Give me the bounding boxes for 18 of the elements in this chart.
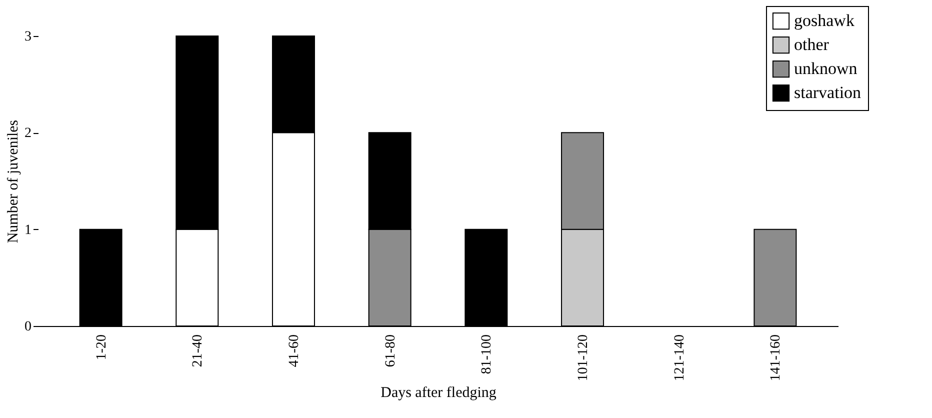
y-tick-label: 2 (24, 126, 32, 142)
x-tick-label: 101-120 (576, 334, 592, 382)
y-axis-title: Number of juveniles (6, 120, 22, 244)
y-tick-label: 1 (24, 222, 32, 238)
x-tick-label: 21-40 (190, 334, 206, 368)
x-axis-title: Days after fledging (380, 385, 497, 402)
x-tick-label: 81-100 (480, 334, 495, 374)
x-tick-label: 121-140 (672, 334, 688, 382)
legend-label: starvation (794, 83, 862, 102)
x-tick-label: 61-80 (383, 334, 398, 368)
x-tick-label: 141-160 (768, 334, 784, 382)
legend-label: goshawk (794, 11, 855, 30)
legend-label: other (794, 35, 830, 54)
y-tick-label: 3 (24, 30, 32, 44)
x-tick-label: 41-60 (286, 334, 302, 368)
y-tick-label: 0 (24, 320, 32, 334)
x-tick-label: 1-20 (94, 334, 110, 360)
legend-label: unknown (794, 59, 858, 78)
